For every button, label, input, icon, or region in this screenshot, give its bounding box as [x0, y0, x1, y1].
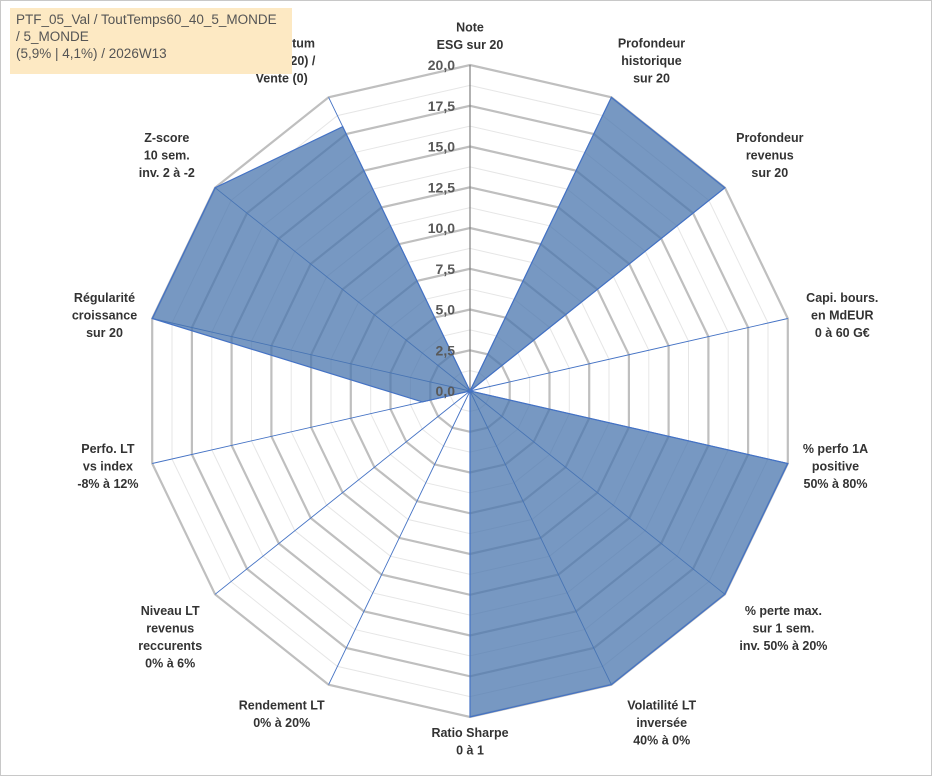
axis-label: Volatilité LT inversée 40% à 0% — [627, 698, 696, 747]
axis-label: % perte max. sur 1 sem. inv. 50% à 20% — [739, 604, 827, 653]
axis-label-line: positive — [812, 460, 859, 474]
axis-label: Profondeur revenus sur 20 — [736, 131, 803, 180]
axis-label-line: sur 1 sem. — [752, 622, 814, 636]
tick-label: 20,0 — [428, 57, 455, 73]
axis-label-line: 0 à 60 G€ — [815, 326, 870, 340]
axis-label-line: 50% à 80% — [804, 477, 868, 491]
axis-label-line: Profondeur — [736, 131, 803, 145]
axis-label: Niveau LT revenus reccurents 0% à 6% — [138, 604, 202, 671]
axis-label-line: reccurents — [138, 639, 202, 653]
chart-title: PTF_05_Val / ToutTemps60_40_5_MONDE / 5_… — [10, 8, 292, 74]
axis-label-line: Rendement LT — [239, 698, 325, 712]
axis-label: Régularité croissance sur 20 — [72, 291, 137, 340]
axis-label-line: 0% à 20% — [253, 716, 310, 730]
axis-label-line: inversée — [636, 716, 687, 730]
axis-label: % perfo 1A positive 50% à 80% — [803, 442, 868, 491]
tick-label: 12,5 — [428, 179, 455, 195]
axis-labels: Note ESG sur 20 Profondeur historique sur 20… — [72, 21, 879, 758]
title-line-1: PTF_05_Val / ToutTemps60_40_5_MONDE — [16, 12, 277, 27]
axis-spoke — [214, 390, 471, 595]
axis-label-line: Régularité — [74, 291, 135, 305]
axis-label-line: % perte max. — [745, 604, 822, 618]
axis-label: Note ESG sur 20 — [437, 21, 504, 53]
axis-label-line: Niveau LT — [141, 604, 200, 618]
axis-label-line: -8% à 12% — [77, 477, 138, 491]
axis-label-line: en MdEUR — [811, 308, 874, 322]
axis-spoke — [152, 390, 471, 464]
title-line-3: (5,9% | 4,1%) / 2026W13 — [16, 46, 167, 61]
axis-label-line: vs index — [83, 460, 133, 474]
axis-label: Rendement LT 0% à 20% — [239, 698, 325, 730]
series-area — [151, 96, 789, 718]
axis-label-line: 10 sem. — [144, 149, 190, 163]
axis-label-line: Capi. bours. — [806, 291, 878, 305]
axis-label-line: revenus — [146, 622, 194, 636]
axis-label: Perfo. LT vs index -8% à 12% — [77, 442, 138, 491]
axis-label-line: inv. 50% à 20% — [739, 639, 827, 653]
axis-label: Ratio Sharpe 0 à 1 — [431, 726, 508, 758]
axis-label: Profondeur historique sur 20 — [618, 37, 685, 86]
axis-label-line: sur 20 — [751, 166, 788, 180]
axis-label-line: croissance — [72, 308, 137, 322]
axis-label-line: Vente (0) — [256, 72, 308, 86]
tick-label: 17,5 — [428, 98, 455, 114]
axis-label: Capi. bours. en MdEUR 0 à 60 G€ — [806, 291, 878, 340]
axis-spoke — [469, 318, 788, 392]
tick-label: 15,0 — [428, 139, 455, 155]
axis-label-line: inv. 2 à -2 — [139, 166, 195, 180]
axis-label-line: sur 20 — [633, 72, 670, 86]
axis-label-line: sur 20 — [86, 326, 123, 340]
axis-label-line: historique — [621, 54, 681, 68]
axis-label-line: Perfo. LT — [81, 442, 135, 456]
axis-label-line: 0% à 6% — [145, 657, 195, 671]
axis-label-line: Ratio Sharpe — [431, 726, 508, 740]
axis-label-line: revenus — [746, 149, 794, 163]
tick-label: 10,0 — [428, 220, 455, 236]
axis-label-line: Z-score — [144, 131, 189, 145]
axis-label-line: 0 à 1 — [456, 744, 484, 758]
tick-label: 0,0 — [436, 383, 456, 399]
axis-label: Z-score 10 sem. inv. 2 à -2 — [139, 131, 195, 180]
tick-label: 7,5 — [436, 261, 456, 277]
axis-label-line: Volatilité LT — [627, 698, 696, 712]
axis-label-line: Note — [456, 21, 484, 35]
tick-label: 2,5 — [436, 342, 456, 358]
axis-spoke — [328, 390, 471, 685]
axis-label-line: ESG sur 20 — [437, 38, 504, 52]
axis-label-line: % perfo 1A — [803, 442, 868, 456]
axis-label-line: 40% à 0% — [633, 733, 690, 747]
tick-labels: 0,0 2,5 5,0 7,5 10,0 12,5 15,0 17,5 20,0 — [428, 57, 455, 399]
title-line-2: / 5_MONDE — [16, 29, 89, 44]
axis-label-line: Profondeur — [618, 37, 685, 51]
tick-label: 5,0 — [436, 302, 456, 318]
